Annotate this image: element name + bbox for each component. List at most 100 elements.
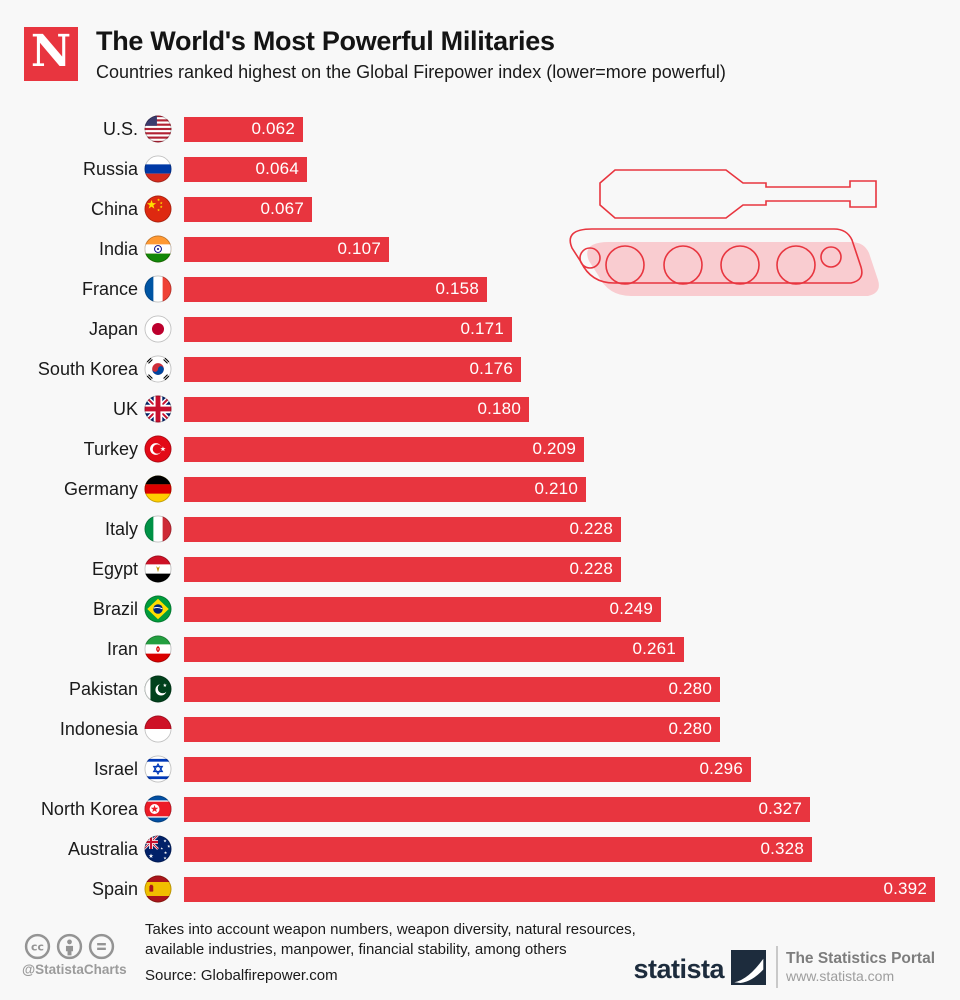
flag-china-icon	[144, 195, 172, 223]
flag-spain-icon	[144, 875, 172, 903]
country-label: Italy	[104, 518, 138, 539]
bar: 0.327	[184, 796, 810, 822]
value-label: 0.296	[699, 759, 743, 778]
country-label: Indonesia	[59, 718, 138, 739]
bar: 0.107	[184, 236, 389, 262]
country-label: Pakistan	[68, 678, 138, 699]
bar: 0.067	[184, 196, 312, 222]
bar: 0.210	[184, 476, 586, 502]
bar: 0.228	[184, 556, 621, 582]
flag-north-korea-icon	[144, 795, 172, 823]
statista-tagline: The Statistics Portal	[785, 950, 935, 967]
value-label: 0.107	[337, 239, 381, 258]
footnote-line-2: available industries, manpower, financia…	[145, 941, 567, 958]
flag-japan-icon	[144, 315, 172, 343]
bar: 0.176	[184, 356, 521, 382]
flag-brazil-icon	[144, 595, 172, 623]
flag-india-icon	[144, 235, 172, 263]
bar: 0.228	[184, 516, 621, 542]
bar: 0.062	[184, 116, 303, 142]
bar: 0.280	[184, 676, 720, 702]
statista-logo-icon	[730, 949, 766, 985]
country-label: North Korea	[40, 798, 138, 819]
statista-charts-handle: @StatistaCharts	[22, 962, 127, 977]
flag-germany-icon	[144, 475, 172, 503]
attribution-icon	[56, 933, 83, 960]
nd-icon	[88, 933, 115, 960]
country-label: India	[98, 238, 138, 259]
footnote-line-1: Takes into account weapon numbers, weapo…	[145, 921, 636, 938]
flag-turkey-icon	[144, 435, 172, 463]
country-label: UK	[112, 398, 138, 419]
cc-license-icons: cc	[24, 933, 115, 960]
chart-row: North Korea 0.327	[0, 789, 960, 829]
svg-text:cc: cc	[31, 940, 44, 953]
statista-wordmark: statista	[633, 953, 724, 984]
footnotes: Takes into account weapon numbers, weapo…	[145, 920, 636, 986]
chart-row: Egypt 0.228	[0, 549, 960, 589]
flag-south-korea-icon	[144, 355, 172, 383]
flag-us-icon	[144, 115, 172, 143]
page-title: The World's Most Powerful Militaries	[96, 26, 555, 56]
chart-row: Indonesia 0.280	[0, 709, 960, 749]
value-label: 0.228	[569, 559, 613, 578]
country-label: Spain	[91, 878, 138, 899]
divider	[775, 946, 778, 988]
flag-egypt-icon	[144, 555, 172, 583]
chart-row: India 0.107	[0, 229, 960, 269]
chart-row: Japan 0.171	[0, 309, 960, 349]
country-label: Iran	[106, 638, 138, 659]
chart-row: Pakistan 0.280	[0, 669, 960, 709]
value-label: 0.228	[569, 519, 613, 538]
value-label: 0.209	[532, 439, 576, 458]
value-label: 0.176	[469, 359, 513, 378]
bar: 0.171	[184, 316, 512, 342]
flag-russia-icon	[144, 155, 172, 183]
country-label: France	[81, 278, 138, 299]
country-label: Egypt	[91, 558, 138, 579]
bar: 0.296	[184, 756, 751, 782]
value-label: 0.064	[255, 159, 299, 178]
value-label: 0.261	[632, 639, 676, 658]
chart-row: Italy 0.228	[0, 509, 960, 549]
chart-row: Spain 0.392	[0, 869, 960, 909]
country-label: Australia	[67, 838, 138, 859]
bar: 0.249	[184, 596, 661, 622]
value-label: 0.280	[668, 679, 712, 698]
flag-iran-icon	[144, 635, 172, 663]
tank-icon	[569, 169, 879, 296]
flag-israel-icon	[144, 755, 172, 783]
chart-row: France 0.158	[0, 269, 960, 309]
chart-row: China 0.067	[0, 189, 960, 229]
chart-row: Germany 0.210	[0, 469, 960, 509]
page-subtitle: Countries ranked highest on the Global F…	[96, 62, 726, 82]
country-label: Germany	[63, 478, 138, 499]
chart-row: Brazil 0.249	[0, 589, 960, 629]
value-label: 0.327	[758, 799, 802, 818]
source-note: Source: Globalfirepower.com	[145, 967, 338, 984]
country-label: Brazil	[92, 598, 138, 619]
country-label: Turkey	[83, 438, 138, 459]
statista-url: www.statista.com	[785, 968, 895, 984]
value-label: 0.171	[460, 319, 504, 338]
bar: 0.209	[184, 436, 584, 462]
value-label: 0.158	[435, 279, 479, 298]
bar: 0.158	[184, 276, 487, 302]
chart-row: UK 0.180	[0, 389, 960, 429]
bar: 0.180	[184, 396, 529, 422]
bar: 0.328	[184, 836, 812, 862]
chart-row: Australia 0.328	[0, 829, 960, 869]
chart-row: South Korea 0.176	[0, 349, 960, 389]
value-label: 0.249	[609, 599, 653, 618]
value-label: 0.392	[883, 879, 927, 898]
flag-italy-icon	[144, 515, 172, 543]
bar: 0.064	[184, 156, 307, 182]
bar: 0.280	[184, 716, 720, 742]
country-label: South Korea	[37, 358, 138, 379]
bar-chart: U.S. 0.062 Russia 0.064 China 0.067 India 0.107…	[0, 109, 960, 909]
value-label: 0.210	[534, 479, 578, 498]
value-label: 0.280	[668, 719, 712, 738]
chart-row: U.S. 0.062	[0, 109, 960, 149]
flag-indonesia-icon	[144, 715, 172, 743]
